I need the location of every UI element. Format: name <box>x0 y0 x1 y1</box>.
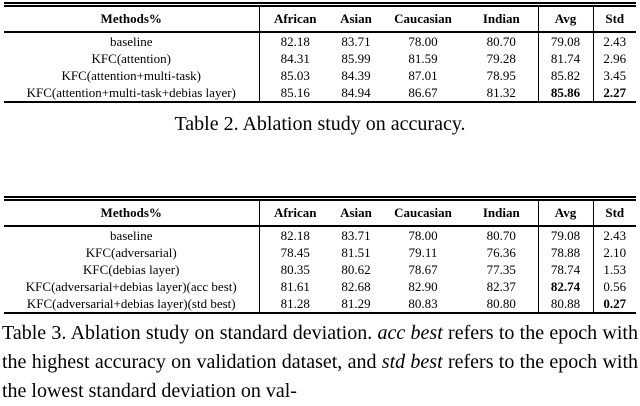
value-cell: 84.39 <box>341 68 371 83</box>
value-cell: 1.53 <box>592 261 636 278</box>
column-header: Std <box>592 4 636 33</box>
caption-text: Table 2. Ablation study on accuracy. <box>174 113 466 135</box>
value-cell: 82.18 <box>258 32 331 50</box>
value-cell: 82.68 <box>341 279 371 294</box>
caption-text: refers to the epoch with the highest acc… <box>2 322 638 373</box>
value-cell: 78.88 <box>537 244 593 261</box>
value-cell: 81.51 <box>341 245 371 260</box>
table-row: baseline 82.18 83.71 78.00 80.70 79.08 2.43 <box>4 226 636 244</box>
value-cell: 80.80 <box>486 296 516 311</box>
value-cell: 82.90 <box>408 279 438 294</box>
column-header: Avg <box>537 198 593 227</box>
value-cell: 78.45 <box>258 244 331 261</box>
ablation-accuracy-table: Methods% African Asian Caucasian Indian Avg St… <box>4 2 636 103</box>
value-cell: 79.28 <box>486 51 516 66</box>
value-cell: 0.56 <box>592 278 636 295</box>
method-cell: baseline <box>109 228 153 243</box>
method-cell: KFC(adversarial+debias layer)(acc best) <box>25 279 237 294</box>
column-header: Indian <box>465 4 538 33</box>
column-header: Caucasian <box>381 198 465 227</box>
table-row: KFC(attention+multi-task+debias layer) 85… <box>4 84 636 102</box>
caption-text: refers to the epoch with the lowest stan… <box>2 351 639 402</box>
method-cell: KFC(adversarial) <box>85 245 177 260</box>
value-cell: 79.08 <box>537 32 593 50</box>
value-cell: 79.08 <box>537 226 593 244</box>
header-row: Methods% African Asian Caucasian Indian Avg St… <box>4 198 636 227</box>
method-cell: KFC(attention+multi-task) <box>61 68 201 83</box>
column-header: Indian <box>465 198 538 227</box>
table-row: KFC(adversarial) 78.45 81.51 79.11 76.36 78.8… <box>4 244 636 261</box>
value-cell: 78.00 <box>408 228 438 243</box>
value-cell: 80.62 <box>341 262 371 277</box>
caption-italic-term: std best <box>381 351 443 373</box>
value-cell: 80.35 <box>258 261 331 278</box>
value-cell: 2.43 <box>592 32 636 50</box>
value-cell: 3.45 <box>592 67 636 84</box>
value-cell: 83.71 <box>341 34 371 49</box>
value-cell: 78.00 <box>408 34 438 49</box>
table2-caption: Table 2. Ablation study on accuracy. <box>0 110 640 139</box>
value-cell: 2.27 <box>592 84 636 102</box>
method-cell: baseline <box>109 34 153 49</box>
value-cell: 81.28 <box>258 295 331 313</box>
table-row: KFC(debias layer) 80.35 80.62 78.67 77.35 78.… <box>4 261 636 278</box>
value-cell: 78.74 <box>537 261 593 278</box>
column-header: Avg <box>537 4 593 33</box>
value-cell: 85.99 <box>341 51 371 66</box>
method-cell: KFC(attention) <box>91 51 171 66</box>
value-cell: 2.43 <box>592 226 636 244</box>
column-header: Asian <box>331 198 381 227</box>
value-cell: 85.86 <box>537 84 593 102</box>
column-header: Asian <box>331 4 381 33</box>
column-header: African <box>258 4 331 33</box>
value-cell: 85.03 <box>258 67 331 84</box>
value-cell: 78.67 <box>408 262 438 277</box>
column-header: Caucasian <box>381 4 465 33</box>
ablation-std-table: Methods% African Asian Caucasian Indian Avg St… <box>4 196 636 314</box>
value-cell: 82.18 <box>258 226 331 244</box>
value-cell: 81.29 <box>341 296 371 311</box>
value-cell: 85.82 <box>537 67 593 84</box>
table3-caption: Table 3. Ablation study on standard devi… <box>2 319 638 406</box>
column-header: Methods% <box>4 4 259 33</box>
value-cell: 80.88 <box>537 295 593 313</box>
value-cell: 2.96 <box>592 50 636 67</box>
value-cell: 76.36 <box>486 245 516 260</box>
table-row: KFC(attention) 84.31 85.99 81.59 79.28 81.74 2… <box>4 50 636 67</box>
value-cell: 83.71 <box>341 228 371 243</box>
value-cell: 2.10 <box>592 244 636 261</box>
value-cell: 81.74 <box>537 50 593 67</box>
column-header: Std <box>592 198 636 227</box>
value-cell: 77.35 <box>486 262 516 277</box>
caption-text: Table 3. Ablation study on standard devi… <box>2 322 378 344</box>
column-header: African <box>258 198 331 227</box>
value-cell: 80.70 <box>486 228 516 243</box>
value-cell: 82.74 <box>537 278 593 295</box>
table-row: KFC(adversarial+debias layer)(acc best) 8… <box>4 278 636 295</box>
method-cell: KFC(adversarial+debias layer)(std best) <box>26 296 236 311</box>
table-row: KFC(adversarial+debias layer)(std best) 8… <box>4 295 636 313</box>
method-cell: KFC(attention+multi-task+debias layer) <box>26 85 236 100</box>
method-cell: KFC(debias layer) <box>83 262 180 277</box>
value-cell: 87.01 <box>408 68 438 83</box>
value-cell: 81.61 <box>258 278 331 295</box>
value-cell: 78.95 <box>486 68 516 83</box>
value-cell: 80.83 <box>408 296 438 311</box>
caption-italic-term: acc best <box>377 322 443 344</box>
value-cell: 84.94 <box>341 85 371 100</box>
value-cell: 84.31 <box>258 50 331 67</box>
table-row: KFC(attention+multi-task) 85.03 84.39 87.01… <box>4 67 636 84</box>
value-cell: 80.70 <box>486 34 516 49</box>
value-cell: 0.27 <box>592 295 636 313</box>
value-cell: 81.59 <box>408 51 438 66</box>
column-header: Methods% <box>4 198 259 227</box>
value-cell: 81.32 <box>486 85 516 100</box>
value-cell: 79.11 <box>408 245 438 260</box>
value-cell: 82.37 <box>486 279 516 294</box>
value-cell: 86.67 <box>408 85 438 100</box>
table-row: baseline 82.18 83.71 78.00 80.70 79.08 2.43 <box>4 32 636 50</box>
value-cell: 85.16 <box>258 84 331 102</box>
header-row: Methods% African Asian Caucasian Indian Avg St… <box>4 4 636 33</box>
